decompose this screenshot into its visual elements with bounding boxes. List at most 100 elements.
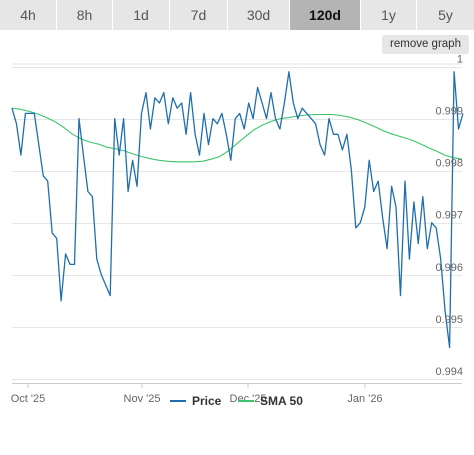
price-point [315,123,316,124]
sma-point [98,144,99,145]
price-point [346,134,347,135]
sma-point [245,136,246,137]
tab-5y[interactable]: 5y [417,0,474,30]
price-point [248,102,249,103]
price-point [253,118,254,119]
price-point [38,144,39,145]
sma-point [375,126,376,127]
price-point [110,295,111,296]
price-point [355,227,356,228]
price-point [119,155,120,156]
sma-point [193,161,194,162]
sma-point [202,161,203,162]
legend-item-sma[interactable]: SMA 50 [238,393,303,409]
price-point [52,233,53,234]
sma-point [63,127,64,128]
sma-point [37,113,38,114]
price-point [128,191,129,192]
sma-point [435,150,436,151]
price-point [69,264,70,265]
price-point [83,155,84,156]
price-point [123,118,124,119]
price-point [373,191,374,192]
price-point [195,134,196,135]
price-point [378,181,379,182]
sma-point [427,147,428,148]
sma-point [401,136,402,137]
price-point [96,259,97,260]
price-point [203,113,204,114]
sma-point [453,157,454,158]
sma-point [11,108,12,109]
sma-point [20,109,21,110]
price-point [262,102,263,103]
y-axis: 1 0.999 0.998 0.997 0.996 0.995 0.994 [435,54,463,378]
sma-point [271,121,272,122]
price-point [270,92,271,93]
sma-point [323,114,324,115]
price-point [418,243,419,244]
chart-legend: Price SMA 50 [0,393,474,409]
sma-point [280,118,281,119]
price-point [34,113,35,114]
sma-point [262,124,263,125]
price-point [369,160,370,161]
sma-point [115,148,116,149]
price-point [279,128,280,129]
tab-30d[interactable]: 30d [228,0,290,30]
price-point [404,181,405,182]
price-point [87,191,88,192]
y-tick-label: 0.996 [435,262,463,274]
price-point [409,259,410,260]
price-point [387,248,388,249]
price-point [360,222,361,223]
price-point [159,102,160,103]
price-point [190,92,191,93]
sma-point [167,161,168,162]
price-point [235,118,236,119]
price-point [454,71,455,72]
sma-point [81,138,82,139]
tab-4h[interactable]: 4h [0,0,57,30]
price-point [333,134,334,135]
tab-1d[interactable]: 1d [113,0,170,30]
tab-120d[interactable]: 120d [290,0,361,30]
y-tick-label: 0.995 [435,314,463,326]
sma-point [89,142,90,143]
sma-point [55,121,56,122]
price-point [324,155,325,156]
tab-1y[interactable]: 1y [361,0,417,30]
price-point [440,259,441,260]
price-point [257,87,258,88]
price-point [43,175,44,176]
sma-point [159,160,160,161]
sma-layer [11,107,463,163]
sma-point [314,114,315,115]
price-point [92,196,93,197]
price-point [20,155,21,156]
legend-item-price[interactable]: Price [170,393,221,409]
price-point [208,144,209,145]
sma-point [392,134,393,135]
sma-point [236,143,237,144]
price-point [226,134,227,135]
price-point [136,186,137,187]
price-point [145,92,146,93]
sma-point [228,150,229,151]
price-point [436,227,437,228]
price-point [181,102,182,103]
legend-label-price: Price [192,394,222,408]
sma-point [358,119,359,120]
tab-7d[interactable]: 7d [170,0,228,30]
price-point [364,207,365,208]
price-line [11,71,464,349]
remove-graph-button[interactable]: remove graph [382,35,469,54]
sma-point [254,129,255,130]
sma-point [366,123,367,124]
price-point [16,123,17,124]
y-tick-label: 0.998 [435,158,463,170]
price-point [328,118,329,119]
price-point [302,108,303,109]
tab-8h[interactable]: 8h [57,0,113,30]
